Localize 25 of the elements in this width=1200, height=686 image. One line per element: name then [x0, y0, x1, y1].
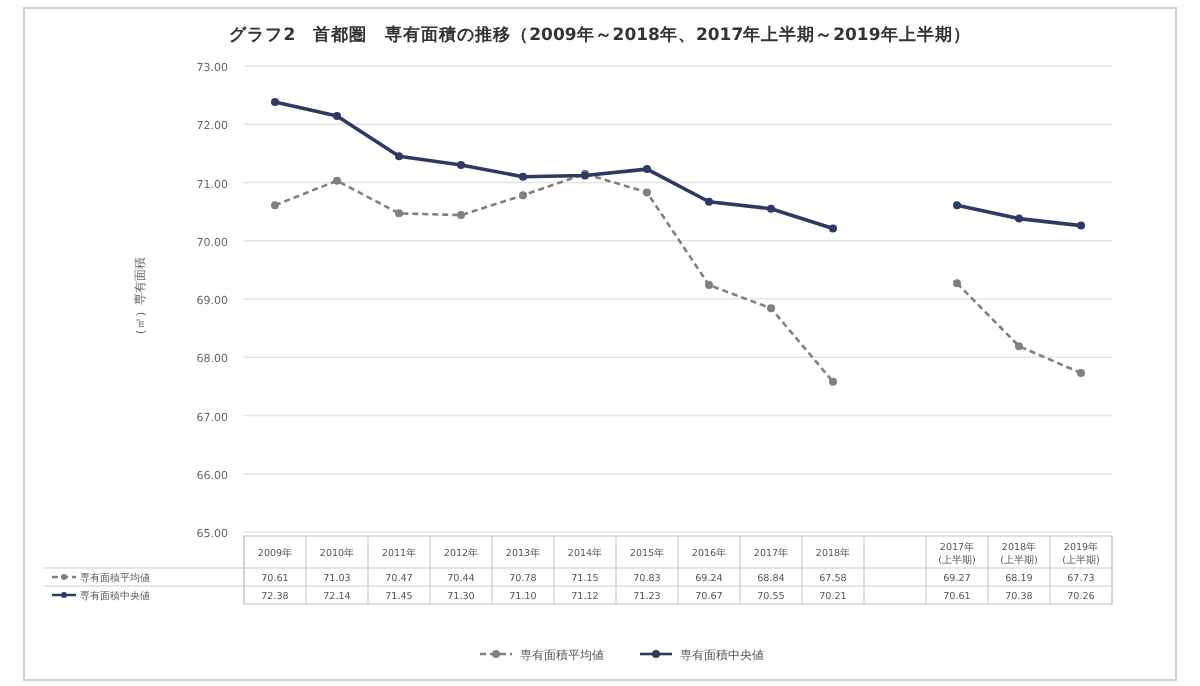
- point: [767, 204, 775, 213]
- point: [767, 304, 775, 313]
- point: [1015, 214, 1023, 223]
- point: [829, 377, 837, 386]
- point: [333, 112, 341, 121]
- point: [829, 224, 837, 233]
- point: [271, 201, 279, 210]
- point: [1077, 221, 1085, 230]
- point: [395, 152, 403, 161]
- point: [395, 209, 403, 218]
- point: [705, 281, 713, 290]
- point: [1015, 342, 1023, 351]
- chart-title: グラフ2 首都圏 専有面積の推移（2009年～2018年、2017年上半期～2019年上半期）: [229, 24, 971, 46]
- point: [705, 197, 713, 206]
- point: [643, 188, 651, 197]
- point: [519, 191, 527, 200]
- point: [333, 176, 341, 185]
- point: [457, 211, 465, 220]
- point: [953, 201, 961, 210]
- point: [519, 172, 527, 181]
- point: [643, 165, 651, 174]
- point: [271, 98, 279, 107]
- point: [457, 161, 465, 170]
- point: [1077, 368, 1085, 377]
- point: [953, 279, 961, 288]
